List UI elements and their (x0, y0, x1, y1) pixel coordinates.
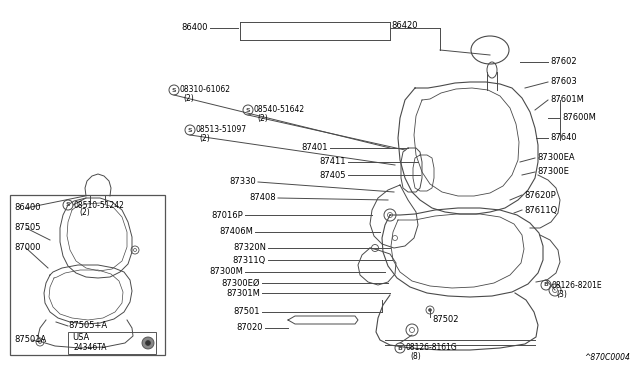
Text: S: S (172, 87, 176, 93)
Text: 87330: 87330 (229, 177, 256, 186)
Text: (2): (2) (183, 93, 194, 103)
Text: (2): (2) (199, 134, 210, 142)
Text: (8): (8) (410, 353, 420, 362)
Text: 08310-61062: 08310-61062 (180, 86, 231, 94)
Text: 87405: 87405 (319, 170, 346, 180)
Text: 87603: 87603 (550, 77, 577, 87)
Text: S: S (66, 202, 70, 208)
Bar (10, 195, 165, 355)
Text: 87620P: 87620P (524, 190, 556, 199)
Text: S: S (246, 108, 250, 112)
Text: 08540-51642: 08540-51642 (254, 106, 305, 115)
Text: 87406M: 87406M (219, 228, 253, 237)
Text: 87301M: 87301M (226, 289, 260, 298)
Text: B: B (397, 346, 403, 350)
Text: 08126-8201E: 08126-8201E (552, 280, 603, 289)
Text: 87600M: 87600M (562, 113, 596, 122)
Text: 86400: 86400 (14, 203, 40, 212)
Text: USA: USA (72, 333, 89, 341)
Text: 87502: 87502 (432, 315, 458, 324)
Text: 87505: 87505 (14, 224, 40, 232)
Ellipse shape (142, 337, 154, 349)
Text: 08513-51097: 08513-51097 (196, 125, 247, 135)
Text: 87505+A: 87505+A (68, 321, 107, 330)
Text: (3): (3) (556, 289, 567, 298)
Text: 86420: 86420 (391, 20, 417, 29)
Ellipse shape (429, 308, 431, 311)
Text: 87602: 87602 (550, 58, 577, 67)
Text: 87000: 87000 (14, 244, 40, 253)
Text: B: B (543, 282, 548, 288)
Text: 87300E: 87300E (537, 167, 569, 176)
Text: 87320N: 87320N (233, 244, 266, 253)
Text: 87501: 87501 (234, 308, 260, 317)
Text: 87411: 87411 (319, 157, 346, 167)
Text: 87408: 87408 (250, 193, 276, 202)
Text: 87300M: 87300M (209, 267, 243, 276)
Text: 87501A: 87501A (14, 336, 46, 344)
Text: 08510-51242: 08510-51242 (74, 201, 125, 209)
Text: 24346TA: 24346TA (73, 343, 106, 353)
Text: 87020: 87020 (237, 324, 263, 333)
Ellipse shape (145, 340, 150, 346)
Text: 87640: 87640 (550, 134, 577, 142)
Text: 87401: 87401 (301, 144, 328, 153)
Text: 87300EØ: 87300EØ (221, 279, 260, 288)
Text: 08126-8161G: 08126-8161G (406, 343, 458, 353)
Text: ^870C0004: ^870C0004 (584, 353, 630, 362)
Text: 87611Q: 87611Q (524, 205, 557, 215)
Text: 86400: 86400 (182, 23, 208, 32)
Text: (2): (2) (257, 113, 268, 122)
Bar (68, 332, 156, 354)
Text: 87300EA: 87300EA (537, 154, 575, 163)
Text: 87016P: 87016P (211, 211, 243, 219)
Text: 87601M: 87601M (550, 96, 584, 105)
Text: S: S (188, 128, 192, 132)
Text: (2): (2) (79, 208, 90, 218)
Text: 87311Q: 87311Q (233, 256, 266, 264)
